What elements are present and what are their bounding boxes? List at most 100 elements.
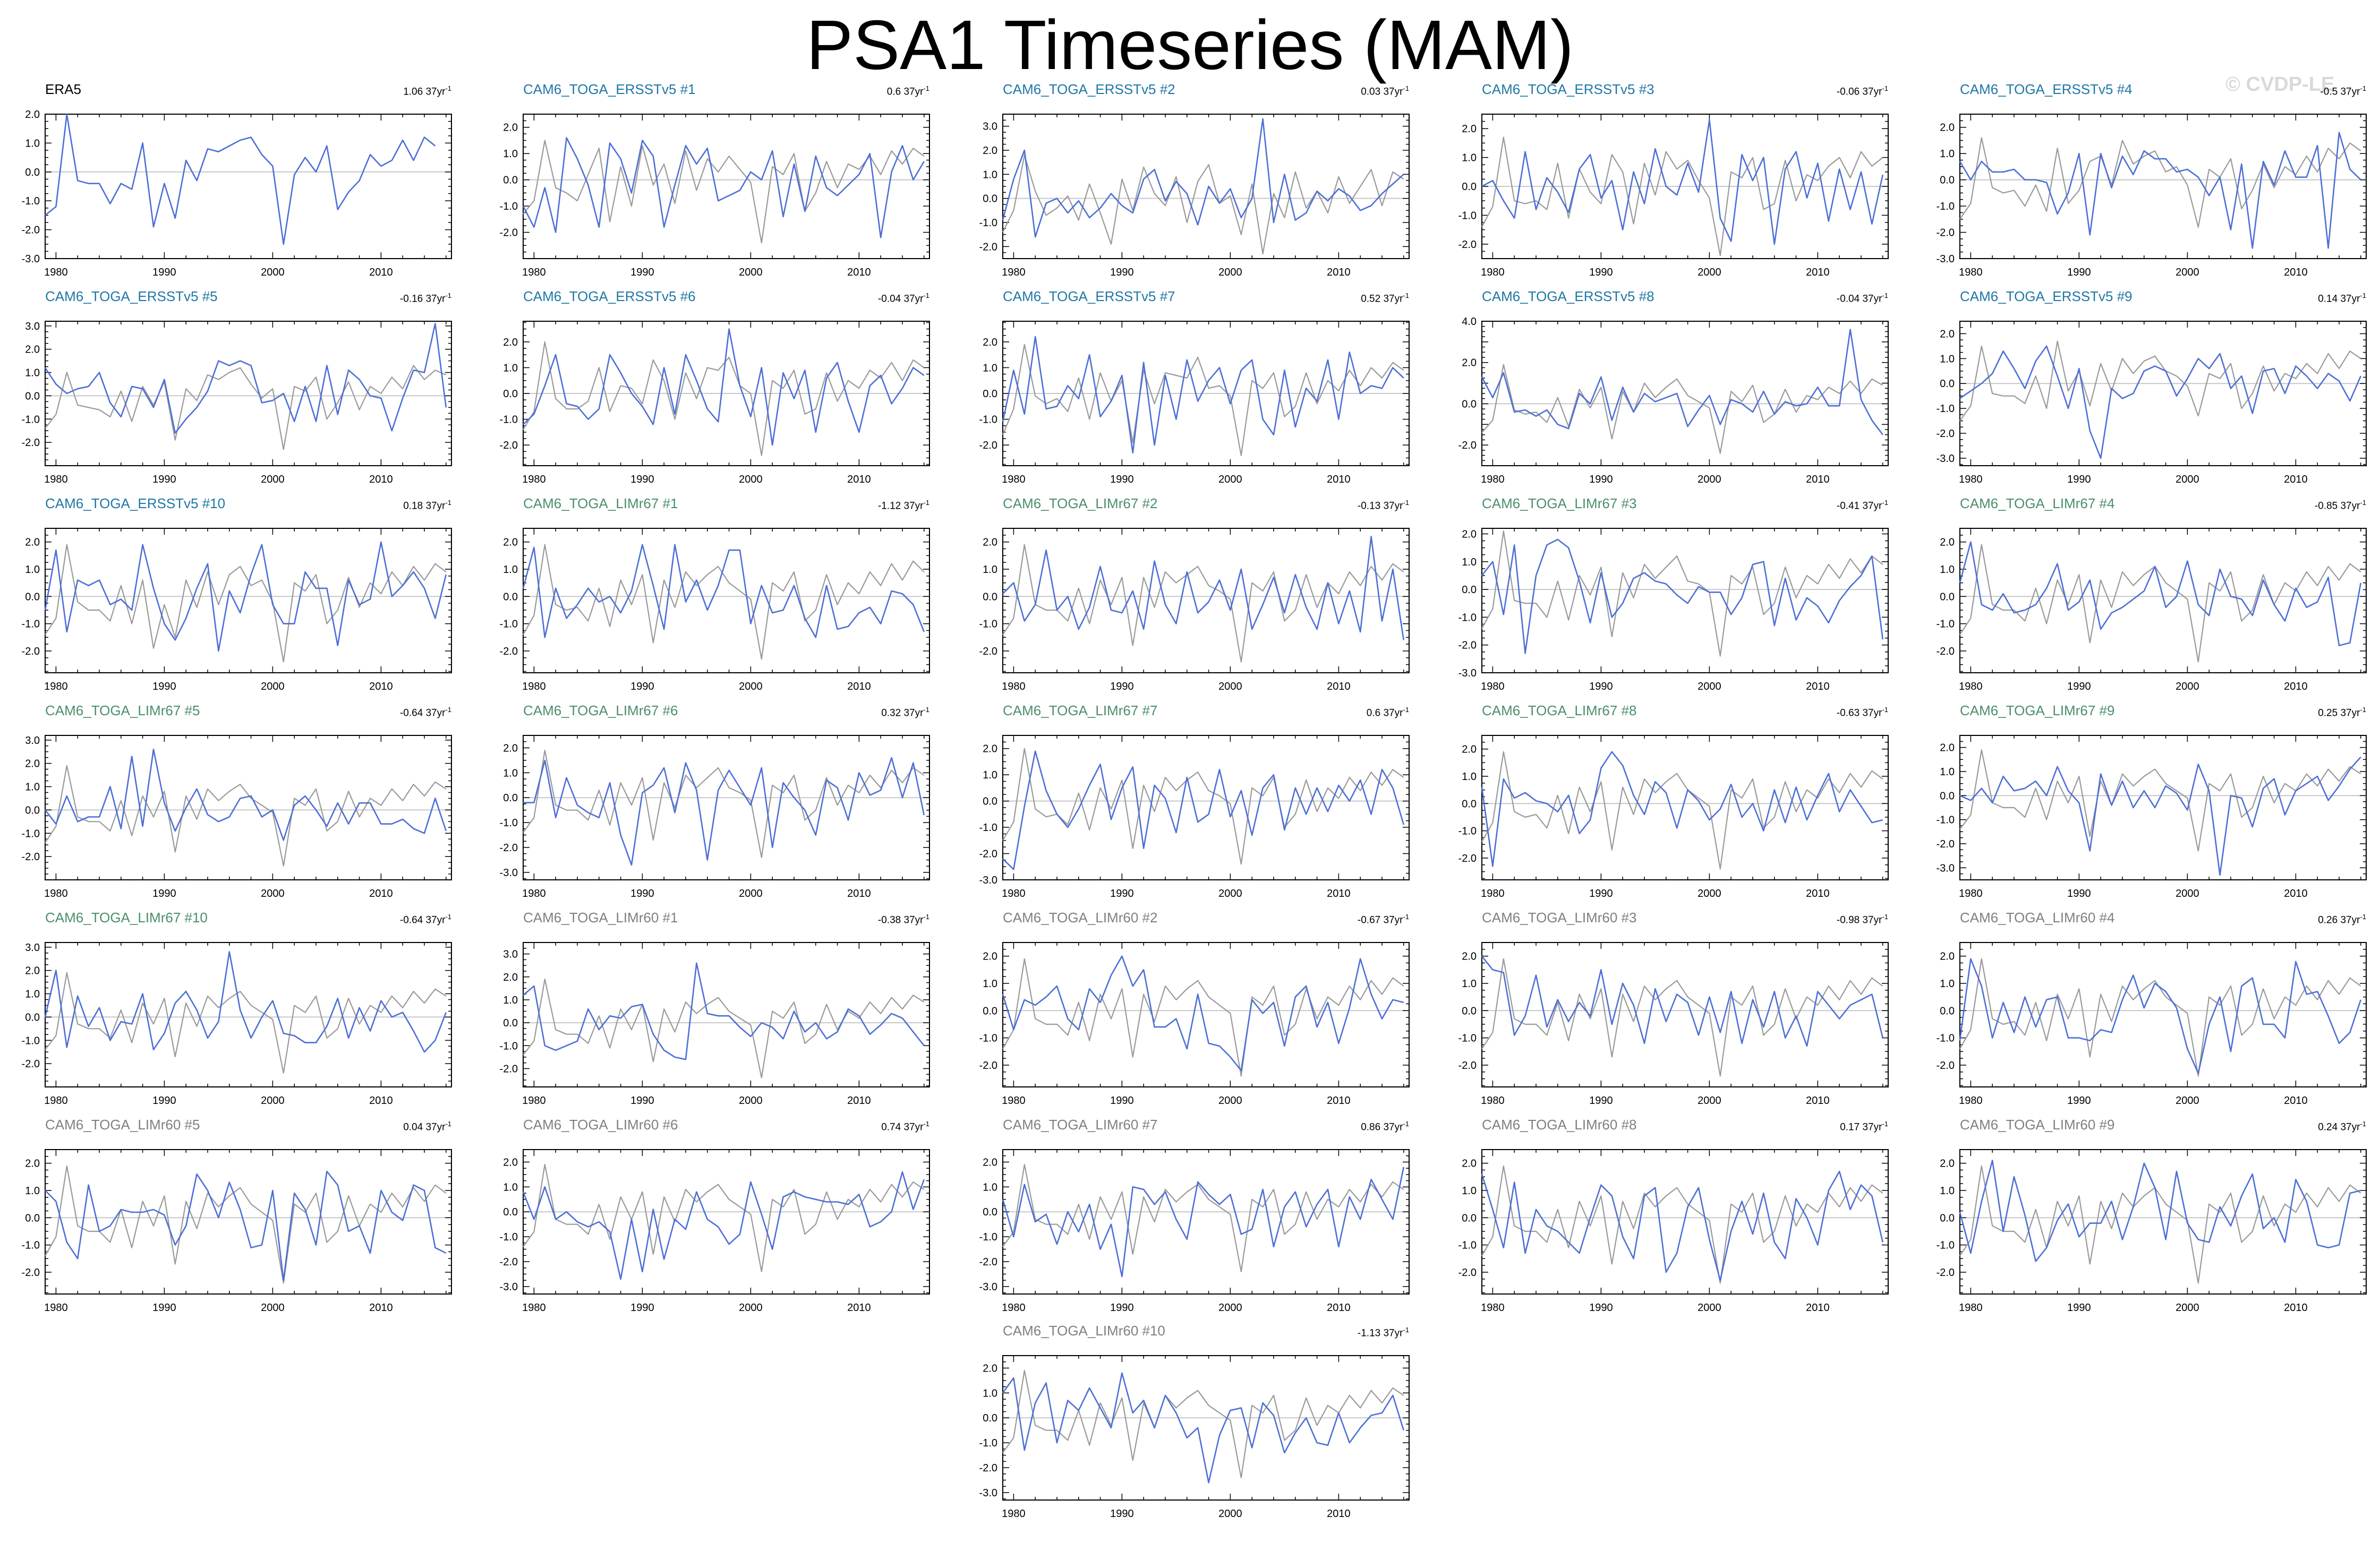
trend-label: -0.38 37yr-1 bbox=[877, 913, 929, 926]
timeseries-plot: 2.0 1.0 0.0 -1.0 -2.0 1980 1990 2000 2010 bbox=[500, 528, 930, 692]
model-series-line bbox=[1959, 756, 2361, 876]
plot-frame bbox=[523, 114, 930, 259]
y-tick-label: -1.0 bbox=[22, 1240, 40, 1252]
x-tick-label: 1980 bbox=[44, 681, 68, 692]
x-tick-label: 1980 bbox=[522, 474, 546, 485]
y-tick-label: 2.0 bbox=[1940, 742, 1955, 754]
x-tick-label: 1980 bbox=[44, 474, 68, 485]
y-tick-label: 1.0 bbox=[503, 767, 518, 779]
y-tick-label: 2.0 bbox=[1940, 122, 1955, 134]
y-tick-label: 0.0 bbox=[503, 1017, 518, 1029]
x-tick-label: 1980 bbox=[1002, 1302, 1026, 1314]
y-tick-label: 2.0 bbox=[25, 1158, 40, 1170]
trend-label: 0.74 37yr-1 bbox=[881, 1120, 929, 1133]
trend-label: 1.06 37yr-1 bbox=[403, 84, 451, 98]
x-tick-label: 2000 bbox=[1218, 1095, 1242, 1107]
x-tick-label: 1990 bbox=[1589, 1302, 1613, 1314]
chart-panel: CAM6_TOGA_LIMr60 #4 0.26 37yr-1 2.0 1.0 0.0 -… bbox=[1937, 910, 2367, 1113]
timeseries-plot: 2.0 1.0 0.0 -1.0 -2.0 1980 1990 2000 2010 bbox=[22, 1149, 452, 1314]
panel-title: CAM6_TOGA_LIMr60 #2 bbox=[1003, 910, 1158, 926]
y-tick-label: 0.0 bbox=[503, 591, 518, 603]
x-tick-label: 1980 bbox=[44, 1095, 68, 1107]
y-tick-label: 0.0 bbox=[25, 390, 40, 402]
y-tick-label: -1.0 bbox=[1458, 1033, 1477, 1044]
trend-label: 0.6 37yr-1 bbox=[886, 84, 929, 98]
observed-series-line bbox=[1002, 1164, 1404, 1272]
x-tick-label: 1990 bbox=[152, 1095, 176, 1107]
observed-series-line bbox=[1481, 530, 1883, 657]
panel-title: CAM6_TOGA_LIMr60 #1 bbox=[523, 910, 678, 926]
y-tick-label: 2.0 bbox=[1462, 951, 1477, 963]
trend-label: -0.64 37yr-1 bbox=[399, 913, 451, 926]
y-tick-label: 2.0 bbox=[983, 743, 997, 755]
plot-frame bbox=[1959, 321, 2367, 466]
y-tick-label: -1.0 bbox=[979, 414, 997, 426]
panel-title: ERA5 bbox=[45, 81, 81, 97]
model-series-line bbox=[522, 544, 925, 638]
y-tick-label: 1.0 bbox=[983, 769, 997, 781]
observed-series-line bbox=[523, 341, 925, 456]
x-tick-label: 2010 bbox=[369, 681, 393, 692]
y-tick-label: -1.0 bbox=[1937, 403, 1955, 415]
x-tick-label: 1980 bbox=[1959, 681, 1983, 692]
y-tick-label: -2.0 bbox=[979, 1462, 997, 1474]
y-tick-label: 0.0 bbox=[25, 1212, 40, 1224]
trend-label: -0.85 37yr-1 bbox=[2314, 499, 2366, 512]
timeseries-plot: 2.0 1.0 0.0 -1.0 -2.0 -3.0 1980 1990 2000 2010 bbox=[500, 1149, 930, 1314]
y-tick-label: -2.0 bbox=[22, 646, 40, 657]
x-tick-label: 1990 bbox=[2067, 888, 2091, 899]
y-tick-label: -2.0 bbox=[1458, 440, 1477, 451]
x-tick-label: 2000 bbox=[1218, 1508, 1242, 1520]
chart-panel: CAM6_TOGA_LIMr67 #8 -0.63 37yr-1 2.0 1.0 0.0… bbox=[1458, 702, 1889, 906]
plot-frame bbox=[45, 735, 452, 880]
x-tick-label: 2000 bbox=[1697, 681, 1721, 692]
y-tick-label: -2.0 bbox=[1937, 428, 1955, 440]
x-tick-label: 1990 bbox=[152, 888, 176, 899]
trend-label: -0.06 37yr-1 bbox=[1836, 84, 1888, 98]
observed-series-line bbox=[523, 544, 925, 660]
y-tick-label: 2.0 bbox=[1462, 123, 1477, 135]
x-tick-label: 2000 bbox=[261, 888, 285, 899]
panel-title: CAM6_TOGA_LIMr60 #7 bbox=[1003, 1117, 1158, 1133]
y-tick-label: 2.0 bbox=[1462, 744, 1477, 756]
y-tick-label: 0.0 bbox=[1462, 798, 1477, 810]
y-tick-label: 0.0 bbox=[983, 1412, 997, 1424]
x-tick-label: 1990 bbox=[2067, 267, 2091, 278]
y-tick-label: -2.0 bbox=[1937, 1060, 1955, 1072]
x-tick-label: 1980 bbox=[1959, 1302, 1983, 1314]
x-tick-label: 2010 bbox=[1806, 1302, 1830, 1314]
timeseries-plot: 2.0 1.0 0.0 -1.0 -2.0 -3.0 1980 1990 2000 2010 bbox=[979, 735, 1410, 899]
model-series-line bbox=[1959, 958, 2362, 1074]
x-tick-label: 2000 bbox=[261, 267, 285, 278]
observed-series-line bbox=[1481, 136, 1883, 256]
x-tick-label: 2000 bbox=[739, 681, 763, 692]
model-series-line bbox=[1002, 336, 1404, 453]
y-tick-label: 4.0 bbox=[1462, 316, 1477, 328]
trend-label: -0.13 37yr-1 bbox=[1357, 499, 1409, 512]
y-tick-label: 0.0 bbox=[983, 193, 997, 205]
y-tick-label: -2.0 bbox=[22, 437, 40, 449]
y-tick-label: 0.0 bbox=[983, 591, 997, 603]
trend-label: -0.41 37yr-1 bbox=[1836, 499, 1888, 512]
timeseries-plot: 2.0 1.0 0.0 -1.0 -2.0 1980 1990 2000 2010 bbox=[1937, 528, 2367, 692]
y-tick-label: 1.0 bbox=[25, 989, 40, 1000]
y-tick-label: 1.0 bbox=[25, 1185, 40, 1197]
y-tick-label: 1.0 bbox=[1462, 771, 1477, 783]
x-tick-label: 2000 bbox=[1218, 1302, 1242, 1314]
y-tick-label: -1.0 bbox=[1458, 1240, 1477, 1252]
plot-frame bbox=[1481, 735, 1889, 880]
model-series-line bbox=[44, 541, 447, 652]
x-tick-label: 2000 bbox=[1697, 474, 1721, 485]
y-tick-label: -2.0 bbox=[500, 1256, 518, 1268]
y-tick-label: 1.0 bbox=[1940, 766, 1955, 778]
y-tick-label: 0.0 bbox=[25, 167, 40, 178]
y-tick-label: 2.0 bbox=[503, 742, 518, 754]
panel-title: CAM6_TOGA_LIMr60 #10 bbox=[1003, 1323, 1165, 1339]
x-tick-label: 1990 bbox=[1589, 681, 1613, 692]
y-tick-label: -3.0 bbox=[979, 875, 997, 886]
panel-title: CAM6_TOGA_ERSSTv5 #1 bbox=[523, 81, 696, 97]
chart-panel: CAM6_TOGA_ERSSTv5 #4 -0.5 37yr-1 2.0 1.0 0.0… bbox=[1937, 81, 2367, 285]
observed-series-line bbox=[1959, 137, 2361, 228]
x-tick-label: 1980 bbox=[1959, 1095, 1983, 1107]
plot-frame bbox=[1002, 735, 1410, 880]
